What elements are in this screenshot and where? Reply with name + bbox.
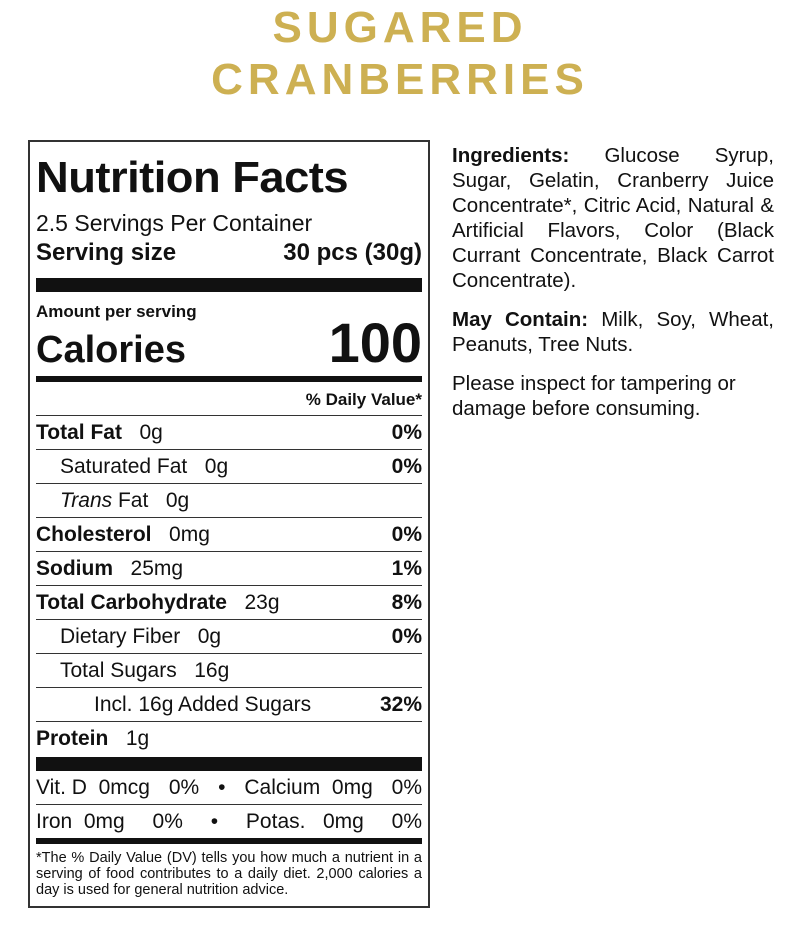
nutrient-row: Total Sugars 16g: [36, 653, 422, 687]
nutrient-amount: 0g: [165, 488, 190, 512]
nutrient-row: Total Fat 0g 0%: [36, 415, 422, 449]
calories-label: Calories: [36, 329, 186, 371]
nutrient-amount: 0mg: [169, 522, 210, 546]
vitamin-left: Vit. D 0mcg: [36, 775, 150, 799]
nutrient-name-amount: Sodium 25mg: [36, 557, 183, 581]
nutrient-name-suffix: Fat: [112, 488, 149, 512]
nutrient-daily-value: 0%: [391, 454, 422, 478]
ingredients-text: Glucose Syrup, Sugar, Gelatin, Cranberry…: [452, 144, 774, 292]
nutrient-name: Total Carbohydrate: [36, 590, 227, 614]
nutrient-amount: 1g: [125, 726, 150, 750]
nutrition-heading: Nutrition Facts: [36, 153, 349, 202]
nutrient-name-amount: Total Carbohydrate 23g: [36, 591, 280, 615]
servings-per-container: 2.5 Servings Per Container: [36, 210, 313, 236]
vitamin-left: Iron 0mg: [36, 809, 125, 833]
allergen-text: Milk, Soy, Wheat, Peanuts, Tree Nuts.: [452, 308, 774, 356]
daily-value-header: % Daily Value*: [305, 390, 422, 409]
nutrient-amount: 0g: [197, 624, 222, 648]
nutrient-name-amount: Protein 1g: [36, 727, 149, 751]
vitamin-right: Calcium 0mg: [244, 775, 373, 799]
nutrient-daily-value: 8%: [391, 590, 422, 614]
calories-row: Calories 100: [36, 315, 422, 371]
nutrient-name: Trans: [60, 488, 113, 512]
nutrient-name: Sodium: [36, 556, 113, 580]
serving-size: Serving size 30 pcs (30g): [36, 238, 422, 268]
nutrient-daily-value: 1%: [391, 556, 422, 580]
vitamin-row: Vit. D 0mcg 0% • Calcium 0mg 0%: [36, 771, 422, 804]
nutrient-name: Dietary Fiber: [60, 624, 181, 648]
product-title-line1: SUGARED: [272, 3, 528, 52]
footnote: *The % Daily Value (DV) tells you how mu…: [36, 850, 422, 898]
allergen-label: May Contain:: [452, 308, 589, 331]
nutrient-amount: 0g: [204, 454, 229, 478]
serving-size-value: 30 pcs (30g): [283, 239, 422, 266]
thick-divider: [36, 757, 422, 771]
nutrient-row: Incl. 16g Added Sugars 32%: [36, 687, 422, 721]
calories-value: 100: [328, 311, 422, 374]
vitamin-left-dv: 0%: [152, 809, 183, 833]
vitamin-right: Potas. 0mg: [245, 809, 364, 833]
nutrient-name-amount: Trans Fat 0g: [60, 489, 189, 513]
nutrient-name: Cholesterol: [36, 522, 152, 546]
nutrient-row: Protein 1g: [36, 721, 422, 755]
product-info: Ingredients: Glucose Syrup, Sugar, Gelat…: [452, 143, 774, 435]
thick-divider: [36, 278, 422, 292]
nutrient-row: Sodium 25mg 1%: [36, 551, 422, 585]
vitamin-right-dv: 0%: [391, 809, 422, 833]
nutrient-amount: 23g: [244, 590, 280, 614]
amount-per-serving: Amount per serving: [36, 302, 197, 321]
nutrient-row: Saturated Fat 0g 0%: [36, 449, 422, 483]
bullet-separator: •: [218, 775, 226, 799]
nutrient-row: Total Carbohydrate 23g 8%: [36, 585, 422, 619]
vitamin-row: Iron 0mg 0% • Potas. 0mg 0%: [36, 804, 422, 838]
nutrient-row: Dietary Fiber 0g 0%: [36, 619, 422, 653]
nutrient-amount: 25mg: [130, 556, 184, 580]
vitamin-right-dv: 0%: [391, 775, 422, 799]
allergens: May Contain: Milk, Soy, Wheat, Peanuts, …: [452, 307, 774, 357]
medium-divider: [36, 376, 422, 382]
nutrient-name-amount: Total Fat 0g: [36, 421, 163, 445]
nutrient-name: Total Sugars: [60, 658, 177, 682]
nutrient-name-amount: Saturated Fat 0g: [60, 455, 228, 479]
nutrient-name-amount: Total Sugars 16g: [60, 659, 229, 683]
nutrient-daily-value: 0%: [391, 522, 422, 546]
nutrient-name: Protein: [36, 726, 109, 750]
nutrient-daily-value: 0%: [391, 624, 422, 648]
nutrient-name-amount: Dietary Fiber 0g: [60, 625, 221, 649]
vitamin-left-dv: 0%: [168, 775, 200, 799]
nutrient-daily-value: 32%: [379, 692, 422, 716]
nutrient-amount: 0g: [139, 420, 163, 444]
nutrient-name: Total Fat: [36, 420, 122, 444]
nutrient-amount: 16g: [194, 658, 230, 682]
bullet-separator: •: [210, 809, 219, 833]
product-title-line2: CRANBERRIES: [211, 55, 589, 104]
nutrient-row: Cholesterol 0mg 0%: [36, 517, 422, 551]
nutrient-name-amount: Cholesterol 0mg: [36, 523, 210, 547]
nutrient-daily-value: 0%: [391, 420, 422, 444]
serving-size-label: Serving size: [36, 239, 177, 266]
nutrient-name: Saturated Fat: [60, 454, 188, 478]
tamper-notice: Please inspect for tampering or damage b…: [452, 372, 736, 420]
nutrient-name: Incl. 16g Added Sugars: [94, 692, 312, 716]
nutrient-name-amount: Incl. 16g Added Sugars: [94, 693, 329, 717]
ingredients: Ingredients: Glucose Syrup, Sugar, Gelat…: [452, 143, 774, 293]
nutrition-facts-label: Nutrition Facts 2.5 Servings Per Contain…: [28, 140, 430, 908]
medium-divider: [36, 838, 422, 844]
nutrient-row: Trans Fat 0g: [36, 483, 422, 517]
ingredients-label: Ingredients:: [452, 144, 570, 167]
